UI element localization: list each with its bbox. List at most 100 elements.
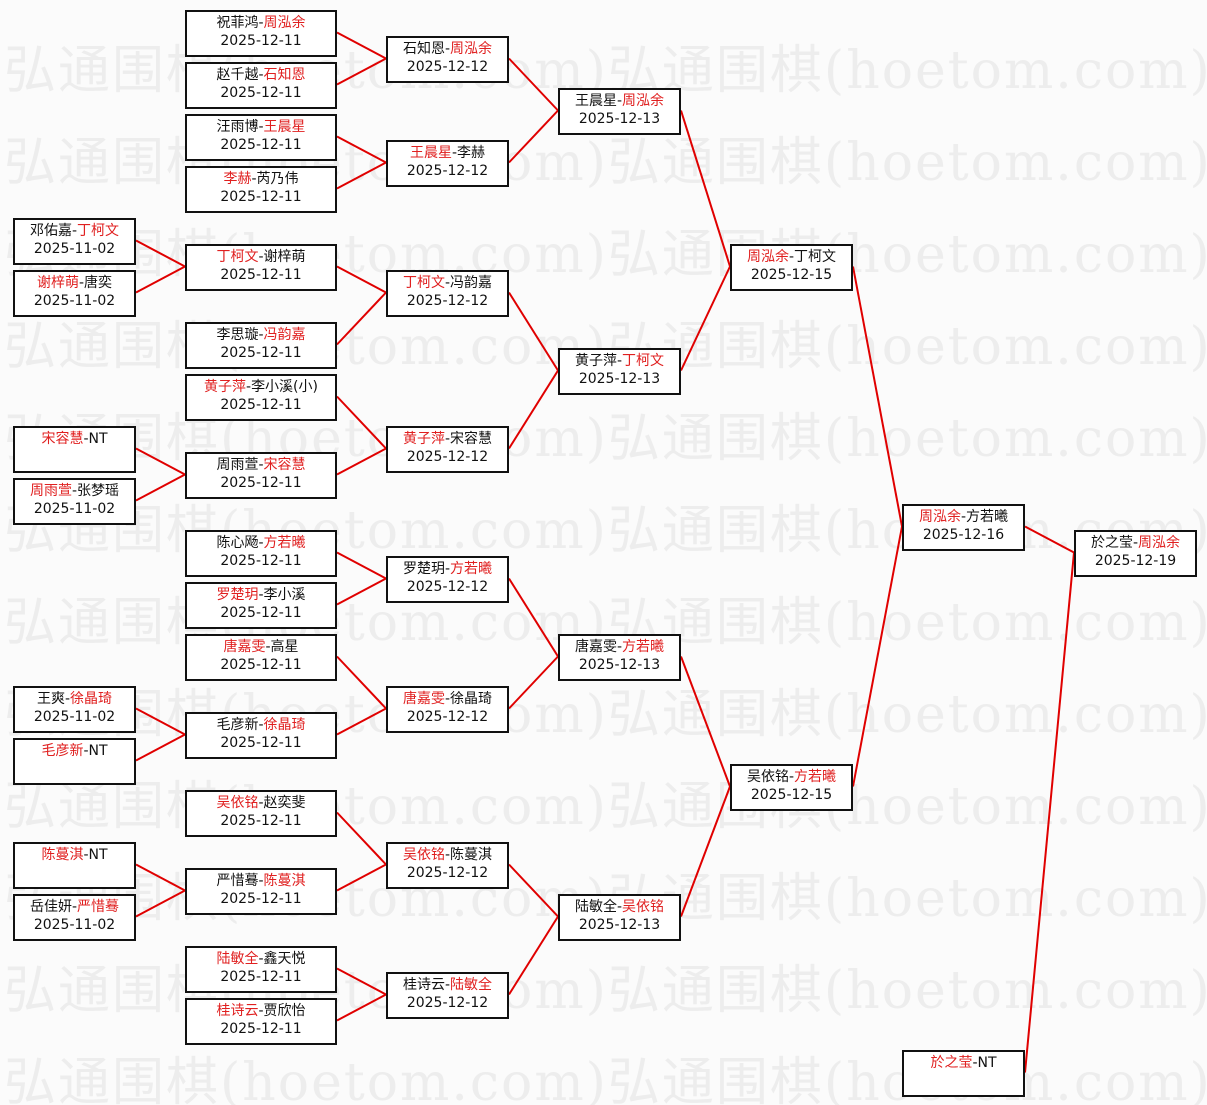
- separator: -: [258, 15, 264, 31]
- separator: -: [258, 67, 264, 83]
- player-name: 严惜蓦: [216, 873, 259, 889]
- winner-name: 周雨萱: [29, 483, 72, 499]
- connector-line: [135, 733, 186, 762]
- connector-line: [1024, 552, 1075, 1073]
- separator: -: [71, 483, 78, 499]
- match-box: 吴依铭-赵奕斐 2025-12-11: [185, 790, 337, 837]
- separator: -: [265, 639, 271, 655]
- separator: -: [1132, 535, 1139, 551]
- player-name: 谢梓萌: [263, 249, 306, 265]
- connector-line: [336, 31, 387, 60]
- connector-line: [336, 811, 387, 866]
- player-name: 罗楚玥: [402, 561, 445, 577]
- connector-line: [336, 395, 387, 450]
- player-name: 李小溪(小): [251, 379, 318, 395]
- winner-name: 周泓余: [263, 15, 306, 31]
- match-players: 王晨星-李赫: [410, 145, 485, 161]
- match-date: 2025-12-15: [750, 787, 833, 803]
- player-name: 毛彦新: [216, 717, 259, 733]
- separator: -: [258, 535, 264, 551]
- winner-name: 周泓余: [1138, 535, 1181, 551]
- player-name: 陈蔓淇: [450, 847, 493, 863]
- player-name: 陆敏全: [574, 899, 617, 915]
- match-date: 2025-12-11: [220, 1021, 302, 1037]
- player-name: 桂诗云: [402, 977, 445, 993]
- match-players: 李赫-芮乃伟: [223, 171, 298, 187]
- match-players: 陆敏全-鑫天悦: [216, 951, 305, 967]
- match-date: 2025-12-11: [220, 137, 302, 153]
- winner-name: 陆敏全: [216, 951, 259, 967]
- player-name: 於之莹: [1090, 535, 1133, 551]
- separator: -: [616, 353, 623, 369]
- separator: -: [451, 145, 458, 161]
- match-players: 毛彦新-徐晶琦: [216, 717, 305, 733]
- winner-name: 陆敏全: [450, 977, 493, 993]
- match-players: 黄子萍-李小溪(小): [204, 379, 318, 395]
- match-players: 祝菲鸿-周泓余: [216, 15, 305, 31]
- winner-name: 周泓余: [918, 509, 961, 525]
- winner-name: 唐嘉雯: [223, 639, 266, 655]
- match-date: 2025-11-02: [33, 501, 116, 517]
- player-name: 芮乃伟: [256, 171, 299, 187]
- player-name: 贾欣怡: [263, 1003, 306, 1019]
- player-name: 唐奕: [84, 275, 113, 291]
- match-box: 周泓余-方若曦 2025-12-16: [902, 504, 1025, 551]
- winner-name: 罗楚玥: [216, 587, 259, 603]
- winner-name: 徐晶琦: [263, 717, 306, 733]
- separator: -: [972, 1055, 978, 1071]
- match-box: 陆敏全-吴依铭 2025-12-13: [558, 894, 681, 941]
- connector-line: [336, 655, 387, 710]
- match-box: 谢梓萌-唐奕 2025-11-02: [13, 270, 136, 317]
- match-box: 陆敏全-鑫天悦 2025-12-11: [185, 946, 337, 993]
- connector-line: [336, 863, 387, 892]
- player-name: 赵奕斐: [263, 795, 306, 811]
- separator: -: [71, 223, 78, 239]
- match-date: 2025-12-12: [406, 995, 489, 1011]
- match-players: 汪雨博-王晨星: [216, 119, 305, 135]
- separator: -: [258, 587, 264, 603]
- connector-line: [852, 526, 903, 787]
- match-box: 唐嘉雯-徐晶琦 2025-12-12: [386, 686, 509, 733]
- match-date: 2025-12-13: [578, 111, 661, 127]
- separator: -: [444, 561, 451, 577]
- player-name: 李赫: [457, 145, 486, 161]
- winner-name: 丁柯文: [77, 223, 120, 239]
- winner-name: 吴依铭: [216, 795, 259, 811]
- match-box: 王晨星-周泓余 2025-12-13: [558, 88, 681, 135]
- player-name: 周雨萱: [216, 457, 259, 473]
- match-box: 汪雨博-王晨星 2025-12-11: [185, 114, 337, 161]
- separator: -: [258, 249, 264, 265]
- player-name: 岳佳妍: [29, 899, 72, 915]
- match-players: 邓佑嘉-丁柯文: [30, 223, 119, 239]
- player-name: 李小溪: [263, 587, 306, 603]
- match-date: 2025-12-12: [406, 59, 489, 75]
- match-players: 石知恩-周泓余: [403, 41, 492, 57]
- player-name: 张梦瑶: [77, 483, 120, 499]
- player-name: 徐晶琦: [450, 691, 493, 707]
- connector-line: [135, 447, 186, 476]
- connector-line: [852, 266, 903, 527]
- connector-line: [508, 577, 559, 658]
- match-players: 黄子萍-宋容慧: [403, 431, 492, 447]
- separator: -: [83, 743, 89, 759]
- connector-line: [508, 369, 559, 450]
- match-box: 罗楚玥-李小溪 2025-12-11: [185, 582, 337, 629]
- match-players: 唐嘉雯-徐晶琦: [403, 691, 492, 707]
- match-box: 祝菲鸿-周泓余 2025-12-11: [185, 10, 337, 57]
- match-players: 毛彦新-NT: [41, 743, 107, 759]
- connector-line: [508, 655, 559, 710]
- player-name: NT: [88, 431, 108, 447]
- player-name: 邓佑嘉: [29, 223, 72, 239]
- connector-line: [336, 707, 387, 736]
- player-name: 李思璇: [216, 327, 259, 343]
- separator: -: [444, 691, 451, 707]
- match-box: 严惜蓦-陈蔓淇 2025-12-11: [185, 868, 337, 915]
- connector-line: [336, 161, 387, 190]
- player-name: NT: [88, 743, 108, 759]
- match-box: 周雨萱-张梦瑶 2025-11-02: [13, 478, 136, 525]
- winner-name: 周泓余: [746, 249, 789, 265]
- match-players: 丁柯文-谢梓萌: [216, 249, 305, 265]
- separator: -: [616, 899, 623, 915]
- separator: -: [258, 795, 264, 811]
